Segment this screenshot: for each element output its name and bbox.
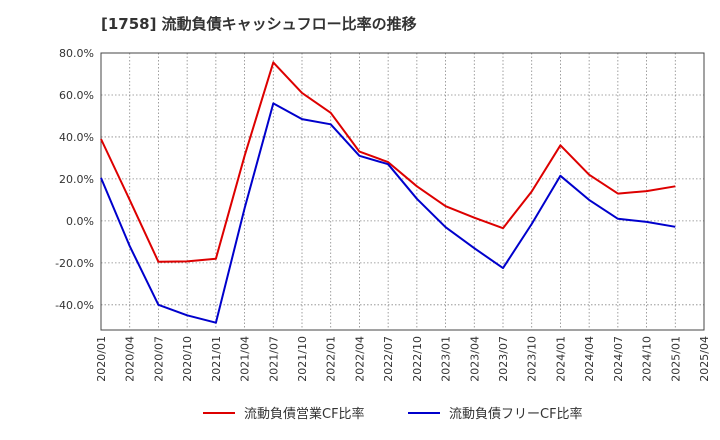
x-tick-label: 2024/01 [554,336,567,382]
y-tick-label: 60.0% [59,89,94,102]
x-tick-label: 2020/01 [95,336,108,382]
y-tick-label: -40.0% [55,299,94,312]
x-tick-label: 2023/10 [526,336,539,382]
x-tick-label: 2020/10 [181,336,194,382]
legend-label-1: 流動負債営業CF比率 [244,406,365,422]
x-tick-label: 2024/07 [612,336,625,382]
series-line-2 [100,102,676,324]
x-tick-label: 2024/04 [583,336,596,382]
x-tick-label: 2023/07 [497,336,510,382]
y-tick-label: 0.0% [66,215,94,228]
plot-area [100,52,705,331]
x-tick-label: 2020/04 [124,336,137,382]
x-tick-label: 2025/04 [698,336,711,382]
y-tick-label: 40.0% [59,131,94,144]
x-tick-label: 2021/04 [239,336,252,382]
x-tick-label: 2022/04 [353,336,366,382]
x-tick-label: 2021/10 [296,336,309,382]
x-tick-label: 2024/10 [641,336,654,382]
x-tick-label: 2025/01 [669,336,682,382]
x-tick-label: 2021/07 [267,336,280,382]
series-line-1 [100,61,676,263]
x-tick-label: 2023/04 [468,336,481,382]
x-tick-label: 2021/01 [210,336,223,382]
y-tick-label: 20.0% [59,173,94,186]
chart-title: [1758] 流動負債キャッシュフロー比率の推移 [101,15,417,33]
y-tick-label: 80.0% [59,47,94,60]
x-tick-label: 2022/07 [382,336,395,382]
legend-label-2: 流動負債フリーCF比率 [449,406,583,422]
y-tick-label: -20.0% [55,257,94,270]
x-tick-label: 2022/01 [325,336,338,382]
x-tick-label: 2020/07 [152,336,165,382]
x-tick-label: 2022/10 [411,336,424,382]
x-tick-label: 2023/01 [440,336,453,382]
